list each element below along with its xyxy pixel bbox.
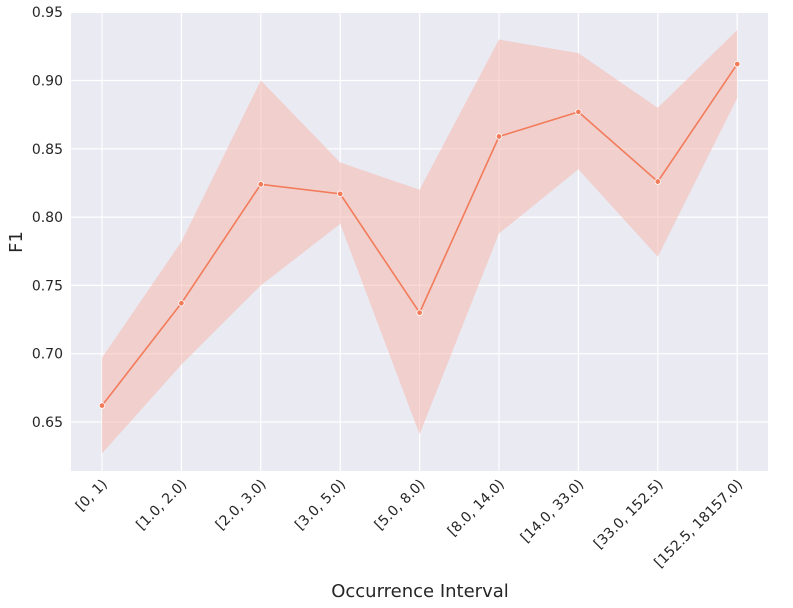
- y-tick-label: 0.85: [32, 142, 63, 158]
- x-axis-title: Occurrence Interval: [331, 581, 509, 602]
- data-point: [416, 309, 423, 316]
- x-tick-label: [8.0, 14.0): [445, 477, 508, 540]
- x-tick-label: [0, 1): [73, 477, 111, 515]
- data-point: [178, 299, 185, 307]
- x-tick-label: [152.5, 18157.0): [651, 477, 746, 572]
- data-point: [734, 60, 741, 68]
- y-tick-label: 0.75: [32, 278, 63, 294]
- data-points: [98, 60, 741, 409]
- x-tick-label: [3.0, 5.0): [292, 477, 349, 534]
- x-tick-label: [5.0, 8.0): [372, 477, 429, 534]
- y-tick-label: 0.80: [32, 210, 63, 226]
- data-point: [257, 181, 264, 188]
- x-tick-label: [2.0, 3.0): [213, 477, 270, 534]
- y-tick-label: 0.70: [32, 347, 63, 363]
- data-point: [495, 133, 503, 140]
- y-tick-label: 0.65: [32, 415, 63, 431]
- y-axis-title: F1: [6, 231, 27, 253]
- y-tick-label: 0.95: [32, 5, 63, 21]
- y-tick-labels: 0.65 0.70 0.75 0.80 0.85 0.90 0.95: [32, 5, 63, 431]
- confidence-band: [102, 29, 738, 454]
- confidence-band-layer: [102, 29, 738, 454]
- y-tick-label: 0.90: [32, 74, 63, 90]
- data-point: [98, 402, 106, 409]
- x-tick-label: [33.0, 152.5): [591, 477, 667, 553]
- data-point: [654, 178, 661, 185]
- x-tick-labels: [0, 1) [1.0, 2.0) [2.0, 3.0) [3.0, 5.0) [5.0…: [73, 477, 746, 572]
- data-point: [575, 108, 582, 116]
- data-point: [337, 190, 344, 198]
- x-tick-label: [14.0, 33.0): [518, 477, 587, 546]
- x-tick-label: [1.0, 2.0): [133, 477, 190, 534]
